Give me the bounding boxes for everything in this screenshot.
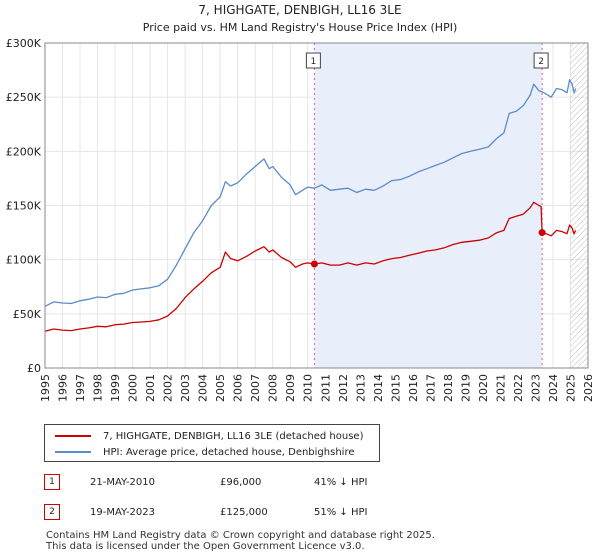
plot-frame — [44, 42, 589, 369]
sale-price-1: £96,000 — [220, 477, 262, 488]
x-tick-label: 2010 — [302, 374, 315, 402]
x-tick-label: 2015 — [389, 374, 402, 402]
sale-marker-box-2 — [533, 52, 549, 69]
chart-legend: 7, HIGHGATE, DENBIGH, LL16 3LE (detached… — [44, 424, 380, 462]
x-tick-label: 2009 — [284, 374, 297, 402]
sale-badge-2: 2 — [44, 504, 60, 520]
y-tick-label: £50K — [13, 308, 42, 321]
sale-marker-label-2: 2 — [538, 57, 544, 67]
x-tick-label: 2013 — [354, 374, 367, 402]
sale-price-2: £125,000 — [220, 507, 268, 518]
x-tick-label: 2018 — [442, 374, 455, 402]
x-tick-label: 2004 — [197, 374, 210, 402]
chart-subtitle: Price paid vs. HM Land Registry's House … — [143, 21, 458, 34]
x-tick-label: 2021 — [494, 374, 507, 402]
x-tick-label: 2007 — [249, 374, 262, 402]
x-tick-label: 2008 — [267, 374, 280, 402]
x-tick-label: 2002 — [162, 374, 175, 402]
sale-badge-1: 1 — [44, 474, 60, 490]
sale-hpi-2: 51% ↓ HPI — [314, 507, 368, 518]
x-tick-label: 2005 — [214, 374, 227, 402]
x-tick-label: 2026 — [582, 374, 595, 402]
legend-swatch-property — [55, 435, 91, 437]
legend-label-hpi: HPI: Average price, detached house, Denb… — [103, 446, 355, 458]
sale-marker-label-1: 1 — [311, 57, 317, 67]
sale-marker-box-1 — [305, 52, 321, 69]
x-tick-label: 2016 — [407, 374, 420, 402]
x-tick-label: 2022 — [512, 374, 525, 402]
x-tick-label: 2006 — [232, 374, 245, 402]
y-tick-label: £150K — [6, 200, 42, 213]
x-tick-label: 2014 — [372, 374, 385, 402]
legend-item-hpi: HPI: Average price, detached house, Denb… — [55, 444, 354, 460]
footer-attribution: Contains HM Land Registry data © Crown c… — [46, 530, 586, 552]
x-tick-label: 1998 — [92, 374, 105, 402]
sale-date-1: 21-MAY-2010 — [90, 477, 156, 488]
sale-hpi-1: 41% ↓ HPI — [314, 477, 368, 488]
x-tick-label: 2020 — [477, 374, 490, 402]
x-tick-label: 2017 — [424, 374, 437, 402]
x-tick-label: 2011 — [319, 374, 332, 402]
chart-title: 7, HIGHGATE, DENBIGH, LL16 3LE — [198, 3, 401, 17]
x-tick-label: 1995 — [39, 374, 52, 402]
legend-swatch-hpi — [55, 451, 91, 453]
y-tick-label: £300K — [6, 37, 42, 50]
x-tick-label: 1997 — [74, 374, 87, 402]
price-chart: 7, HIGHGATE, DENBIGH, LL16 3LE Price pai… — [6, 3, 595, 402]
ownership-shade — [314, 43, 543, 368]
x-tick-label: 2012 — [337, 374, 350, 402]
x-tick-label: 2019 — [459, 374, 472, 402]
x-tick-label: 1999 — [109, 374, 122, 402]
y-tick-label: £0 — [27, 362, 41, 375]
y-tick-label: £250K — [6, 91, 42, 104]
y-tick-label: £100K — [6, 254, 42, 267]
footer-line-1: Contains HM Land Registry data © Crown c… — [46, 530, 435, 541]
x-tick-label: 2000 — [127, 374, 140, 402]
legend-item-property: 7, HIGHGATE, DENBIGH, LL16 3LE (detached… — [55, 428, 364, 444]
sale-point-2 — [538, 229, 546, 237]
footer-line-2: This data is licensed under the Open Gov… — [46, 541, 365, 552]
x-tick-label: 2001 — [144, 374, 157, 402]
x-tick-label: 2023 — [529, 374, 542, 402]
x-tick-label: 2024 — [547, 374, 560, 402]
sale-date-2: 19-MAY-2023 — [90, 507, 156, 518]
x-tick-label: 1996 — [57, 374, 70, 402]
x-tick-label: 2025 — [564, 374, 577, 402]
hpi-line — [44, 79, 577, 307]
sale-row-2: 2 19-MAY-2023 £125,000 51% ↓ HPI — [44, 504, 464, 522]
x-tick-label: 2003 — [179, 374, 192, 402]
legend-label-property: 7, HIGHGATE, DENBIGH, LL16 3LE (detached… — [103, 430, 364, 442]
sale-row-1: 1 21-MAY-2010 £96,000 41% ↓ HPI — [44, 474, 464, 492]
y-tick-label: £200K — [6, 145, 42, 158]
forecast-hatch — [570, 43, 588, 368]
sale-point-1 — [310, 260, 318, 268]
property-price-line — [44, 201, 577, 332]
